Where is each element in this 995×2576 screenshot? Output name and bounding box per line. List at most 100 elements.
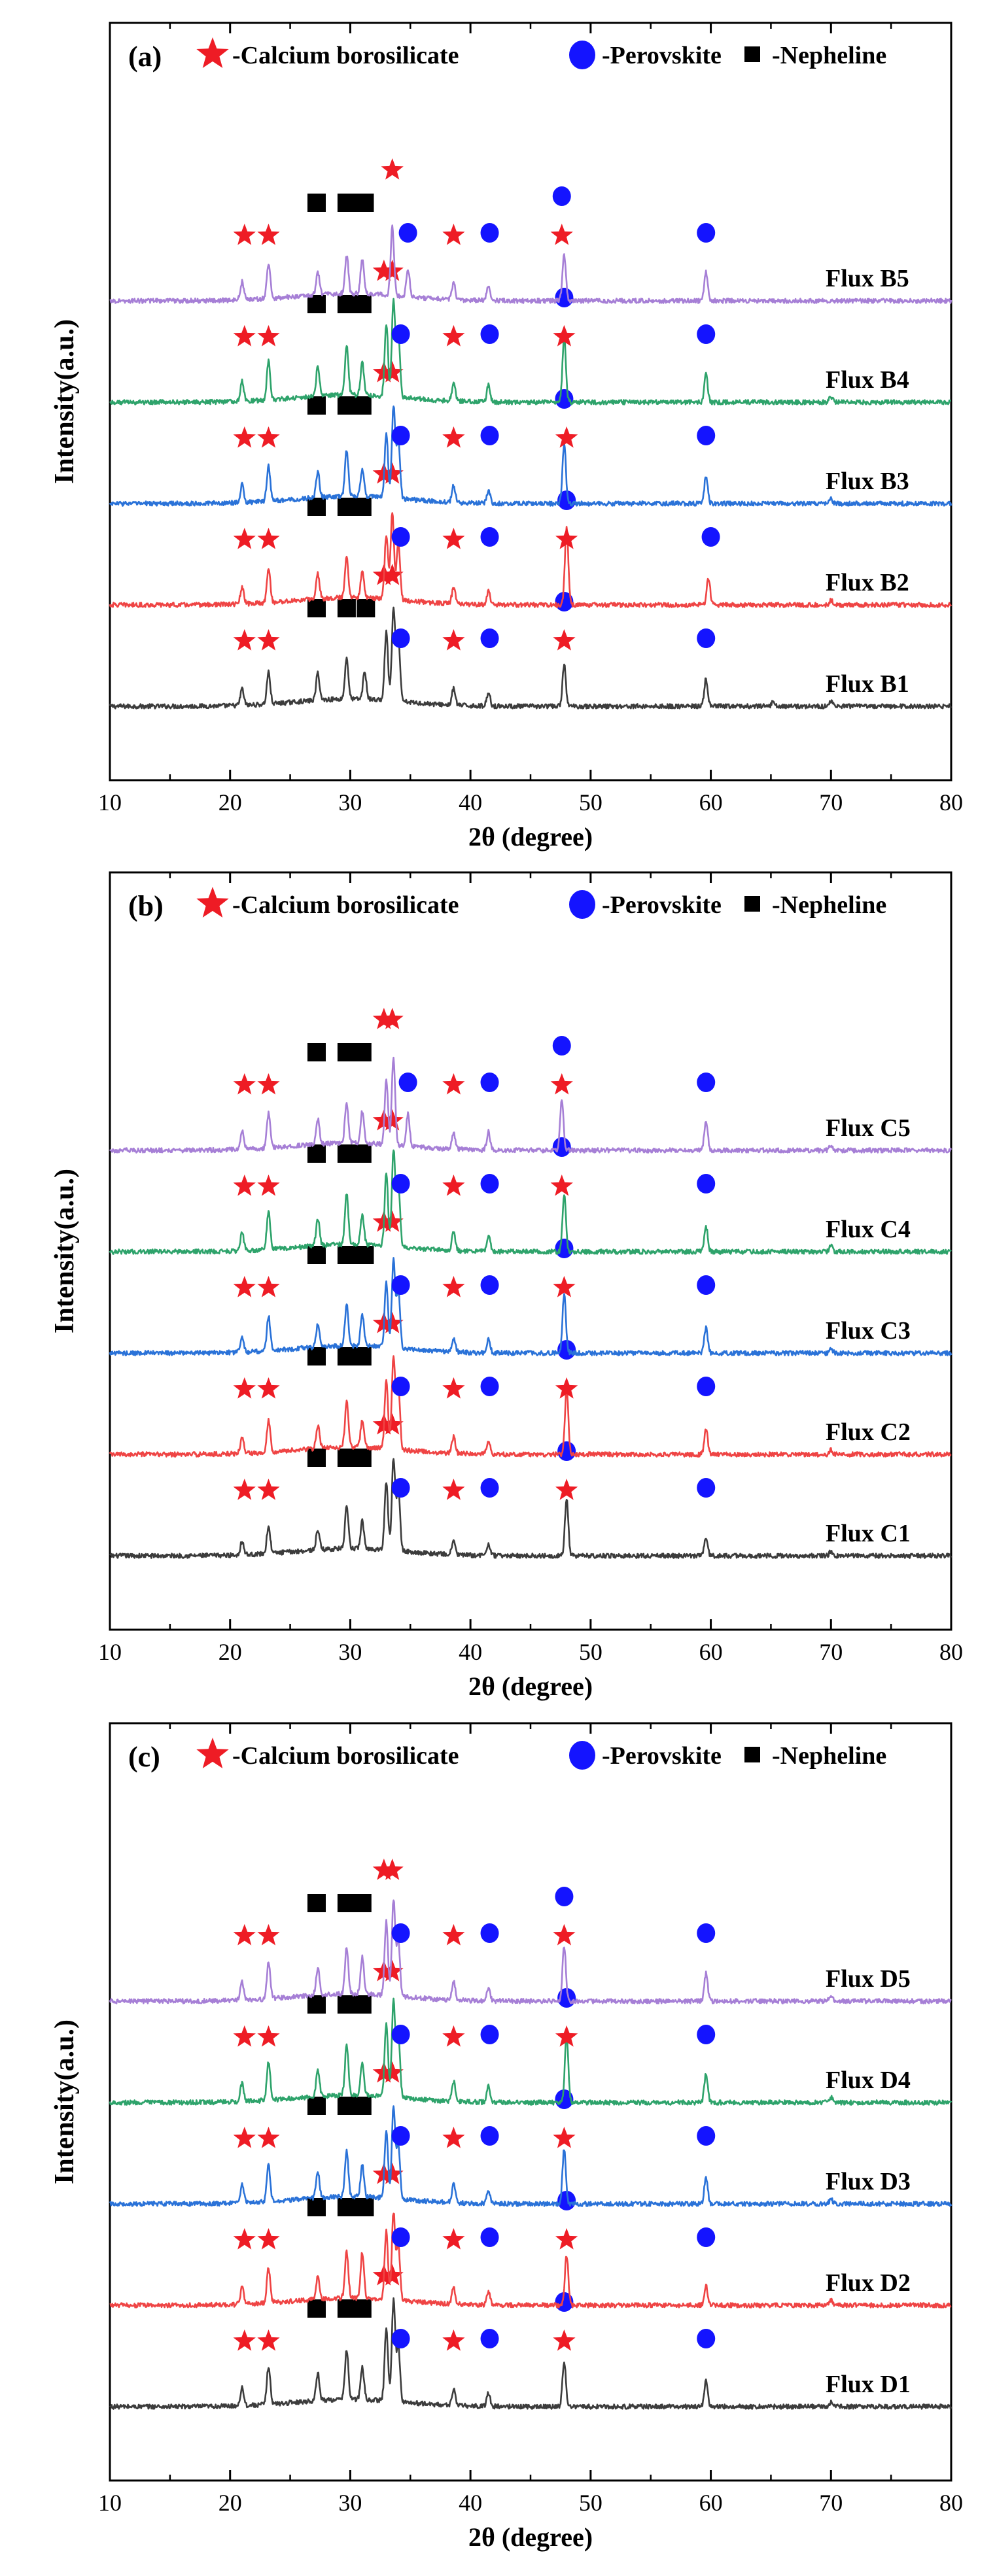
- calcium-borosilicate-marker: [553, 629, 576, 651]
- series-label: Flux D3: [826, 2168, 911, 2195]
- xrd-trace-flux-b1: [109, 606, 952, 710]
- perovskite-marker: [697, 324, 716, 344]
- x-tick-label: 60: [699, 789, 723, 816]
- y-axis-label: Intensity(a.u.): [50, 1169, 80, 1333]
- nepheline-marker: [353, 2299, 372, 2318]
- calcium-borosilicate-marker: [381, 260, 404, 281]
- calcium-borosilicate-marker: [257, 629, 280, 651]
- panel-label: (a): [128, 41, 162, 73]
- series-label: Flux C4: [826, 1216, 911, 1243]
- legend-circle-marker: [569, 890, 595, 919]
- calcium-borosilicate-marker: [372, 260, 395, 281]
- perovskite-marker: [480, 2126, 499, 2146]
- calcium-borosilicate-marker: [257, 2127, 280, 2148]
- panel-label: (c): [128, 1741, 160, 1773]
- perovskite-marker: [552, 1036, 571, 1056]
- x-axis-label: 2θ (degree): [468, 2522, 593, 2552]
- series-label: Flux B2: [826, 569, 909, 596]
- calcium-borosilicate-marker: [257, 1924, 280, 1946]
- x-tick-label: 10: [98, 789, 122, 816]
- perovskite-marker: [697, 2227, 716, 2247]
- perovskite-marker: [480, 527, 499, 547]
- series-label: Flux B1: [826, 670, 909, 698]
- perovskite-marker: [480, 324, 499, 344]
- calcium-borosilicate-marker: [442, 1924, 465, 1946]
- x-tick-label: 10: [98, 1639, 122, 1665]
- nepheline-marker: [353, 1144, 372, 1163]
- xrd-trace-flux-b5: [109, 224, 952, 304]
- calcium-borosilicate-marker: [381, 564, 404, 585]
- nepheline-marker: [337, 1144, 356, 1163]
- perovskite-marker: [391, 2227, 410, 2247]
- x-tick-label: 30: [338, 1639, 362, 1665]
- calcium-borosilicate-marker: [381, 1211, 404, 1232]
- nepheline-marker: [337, 2299, 356, 2318]
- nepheline-marker: [353, 2097, 372, 2115]
- perovskite-marker: [697, 1174, 716, 1194]
- calcium-borosilicate-marker: [381, 1008, 404, 1029]
- calcium-borosilicate-marker: [555, 2228, 578, 2250]
- x-axis-label: 2θ (degree): [468, 1672, 593, 1701]
- legend-star-marker: [196, 37, 229, 68]
- perovskite-marker: [552, 1137, 571, 1157]
- calcium-borosilicate-marker: [233, 528, 256, 549]
- perovskite-marker: [480, 1275, 499, 1295]
- perovskite-marker: [480, 1073, 499, 1092]
- calcium-borosilicate-marker: [442, 528, 465, 549]
- nepheline-marker: [307, 194, 326, 212]
- calcium-borosilicate-marker: [442, 1479, 465, 1500]
- perovskite-marker: [697, 628, 716, 648]
- x-tick-label: 40: [459, 789, 482, 816]
- calcium-borosilicate-marker: [442, 325, 465, 347]
- nepheline-marker: [337, 1043, 356, 1061]
- panel-b: 10 20 30 40 50 60 70 80 2θ (degree) Intensity(a.u…: [50, 871, 963, 1701]
- xrd-trace-flux-c2: [109, 1355, 952, 1458]
- perovskite-marker: [480, 2227, 499, 2247]
- nepheline-marker: [337, 396, 356, 415]
- series-label: Flux D1: [826, 2371, 911, 2398]
- nepheline-marker: [307, 1449, 326, 1467]
- perovskite-marker: [697, 426, 716, 445]
- series-label: Flux C5: [826, 1114, 911, 1142]
- xrd-trace-flux-c4: [109, 1149, 952, 1255]
- calcium-borosilicate-marker: [555, 528, 578, 549]
- calcium-borosilicate-marker: [257, 325, 280, 347]
- xrd-trace-flux-d4: [109, 1997, 952, 2106]
- perovskite-marker: [391, 426, 410, 445]
- perovskite-marker: [697, 223, 716, 243]
- calcium-borosilicate-marker: [257, 528, 280, 549]
- calcium-borosilicate-marker: [257, 2228, 280, 2250]
- xrd-trace-flux-d5: [109, 1899, 952, 2004]
- series-label: Flux D4: [826, 2067, 911, 2094]
- calcium-borosilicate-marker: [381, 361, 404, 383]
- calcium-borosilicate-marker: [233, 1479, 256, 1500]
- perovskite-marker: [697, 1275, 716, 1295]
- xrd-trace-flux-c1: [109, 1458, 952, 1559]
- perovskite-marker: [391, 2025, 410, 2044]
- nepheline-marker: [353, 1995, 372, 2014]
- x-tick-label: 20: [218, 2490, 242, 2516]
- x-tick-label: 40: [459, 1639, 482, 1665]
- nepheline-marker: [337, 1449, 356, 1467]
- perovskite-marker: [480, 426, 499, 445]
- nepheline-marker: [307, 1894, 326, 1912]
- calcium-borosilicate-marker: [442, 629, 465, 651]
- nepheline-marker: [353, 1449, 372, 1467]
- calcium-borosilicate-marker: [550, 224, 573, 245]
- x-tick-label: 70: [819, 789, 843, 816]
- calcium-borosilicate-marker: [381, 2061, 404, 2083]
- calcium-borosilicate-marker: [550, 1073, 573, 1095]
- x-tick-label: 20: [218, 1639, 242, 1665]
- series-label: Flux B4: [826, 366, 909, 394]
- calcium-borosilicate-marker: [381, 2264, 404, 2286]
- perovskite-marker: [391, 2126, 410, 2146]
- legend-text: -Calcium borosilicate: [232, 1742, 459, 1770]
- calcium-borosilicate-marker: [257, 1175, 280, 1196]
- nepheline-marker: [337, 1347, 356, 1365]
- perovskite-marker: [557, 1340, 576, 1360]
- calcium-borosilicate-marker: [442, 2228, 465, 2250]
- panel-c: 10 20 30 40 50 60 70 80 2θ (degree) Intensity(a.u…: [50, 1722, 963, 2552]
- perovskite-marker: [480, 628, 499, 648]
- nepheline-marker: [353, 1347, 372, 1365]
- nepheline-marker: [353, 1894, 372, 1912]
